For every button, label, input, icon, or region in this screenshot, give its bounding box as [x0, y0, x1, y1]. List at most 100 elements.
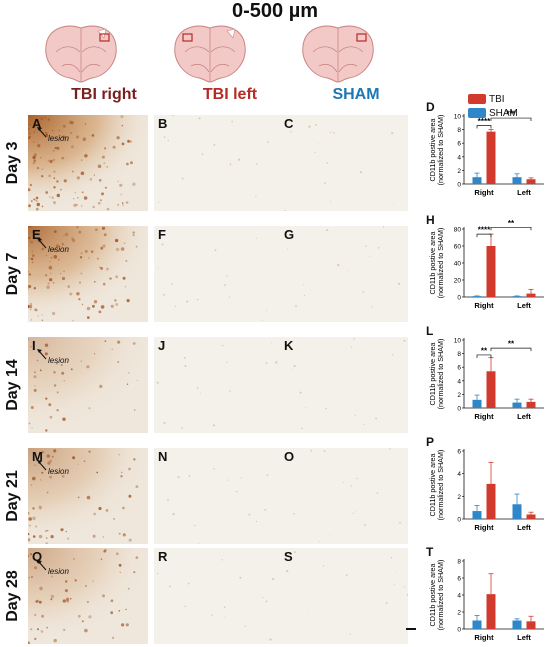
- stained-cell: [110, 599, 114, 602]
- stained-cell: [33, 287, 36, 290]
- background-speck: [222, 344, 224, 347]
- background-speck: [354, 414, 356, 416]
- micrograph-image: [292, 338, 406, 430]
- x-tick-label: Right: [474, 412, 494, 421]
- significance-label: **: [508, 219, 515, 228]
- stained-cell: [100, 199, 102, 202]
- y-tick-label: 0: [457, 182, 461, 189]
- stained-cell: [47, 461, 51, 465]
- stained-cell: [134, 409, 136, 411]
- background-speck: [238, 158, 241, 161]
- background-speck: [236, 490, 238, 493]
- stained-cell: [44, 343, 49, 347]
- stained-cell: [28, 284, 32, 289]
- stained-cell: [62, 599, 66, 603]
- background-speck: [198, 543, 200, 544]
- stained-cell: [84, 154, 88, 158]
- stained-cell: [135, 245, 138, 248]
- panel-letter: Q: [32, 549, 43, 564]
- background-speck: [290, 131, 292, 133]
- stained-cell: [45, 397, 48, 400]
- y-axis-label: CD11b postive area: [428, 564, 437, 627]
- stained-cell: [29, 123, 31, 126]
- stained-cell: [106, 207, 110, 211]
- y-tick-label: 8: [457, 351, 461, 358]
- stained-cell: [45, 429, 48, 432]
- bar-chart: T CD11b postive area (normalized to SHAM) 0…: [426, 545, 550, 647]
- stained-cell: [71, 237, 74, 240]
- stained-cell: [92, 580, 94, 582]
- background-speck: [200, 392, 202, 394]
- chart-panel-letter: T: [426, 545, 434, 559]
- background-speck: [181, 177, 184, 180]
- stained-cell: [58, 129, 60, 131]
- stained-cell: [55, 244, 60, 248]
- background-speck: [169, 585, 171, 588]
- stained-cell: [56, 409, 59, 412]
- y-tick-label: 0: [457, 517, 461, 524]
- stained-cell: [41, 451, 44, 454]
- background-speck: [265, 600, 268, 603]
- stained-cell: [35, 525, 38, 528]
- stained-cell: [74, 191, 77, 194]
- stained-cell: [98, 310, 102, 314]
- stained-cell: [37, 119, 39, 122]
- stained-cell: [119, 571, 121, 574]
- stained-cell: [56, 471, 59, 474]
- background-speck: [214, 249, 217, 251]
- stained-cell: [104, 186, 107, 189]
- stained-cell: [39, 369, 42, 372]
- stained-cell: [103, 549, 106, 553]
- stained-cell: [61, 474, 65, 478]
- stained-cell: [30, 406, 34, 409]
- stained-cell: [80, 360, 82, 362]
- stained-cell: [33, 344, 35, 347]
- stained-cell: [41, 175, 44, 178]
- stained-cell: [78, 230, 82, 234]
- lesion-label: lesion: [48, 245, 69, 254]
- hippocampus-line: [190, 64, 230, 73]
- stained-cell: [49, 115, 51, 116]
- background-speck: [172, 115, 174, 116]
- roi-box: [356, 33, 367, 42]
- y-tick-label: 4: [457, 471, 461, 478]
- stained-cell: [76, 135, 79, 139]
- stained-cell: [132, 342, 136, 345]
- background-speck: [375, 417, 377, 420]
- stained-cell: [36, 202, 40, 207]
- background-speck: [248, 513, 251, 516]
- stained-cell: [49, 475, 52, 479]
- legend-label: TBI: [489, 94, 505, 105]
- stained-cell: [49, 196, 51, 198]
- background-speck: [271, 342, 273, 344]
- stained-cell: [63, 380, 65, 382]
- stained-cell: [93, 174, 95, 176]
- y-tick-label: 6: [457, 365, 461, 372]
- background-speck: [163, 136, 166, 138]
- stained-cell: [129, 140, 132, 143]
- background-speck: [352, 512, 354, 514]
- stained-cell: [80, 171, 85, 176]
- stained-cell: [49, 278, 53, 282]
- y-tick-label: 4: [457, 378, 461, 385]
- stained-cell: [136, 379, 138, 381]
- figure-title: 0-500 µm: [231, 0, 318, 22]
- stained-cell: [101, 226, 106, 230]
- background-speck: [377, 595, 379, 597]
- stained-cell: [52, 158, 56, 162]
- stained-cell: [56, 180, 59, 183]
- stained-cell: [80, 252, 83, 255]
- stained-cell: [30, 346, 32, 348]
- stained-cell: [78, 298, 81, 301]
- stained-cell: [35, 199, 38, 202]
- background-speck: [229, 163, 232, 166]
- y-tick-label: 4: [457, 154, 461, 161]
- stained-cell: [84, 250, 88, 253]
- stained-cell: [33, 198, 36, 201]
- stained-cell: [32, 507, 35, 510]
- stained-cell: [38, 600, 42, 604]
- coronal-section-icon: [174, 25, 246, 83]
- stained-cell: [93, 280, 96, 283]
- stained-cell: [36, 166, 40, 170]
- stained-cell: [48, 403, 52, 407]
